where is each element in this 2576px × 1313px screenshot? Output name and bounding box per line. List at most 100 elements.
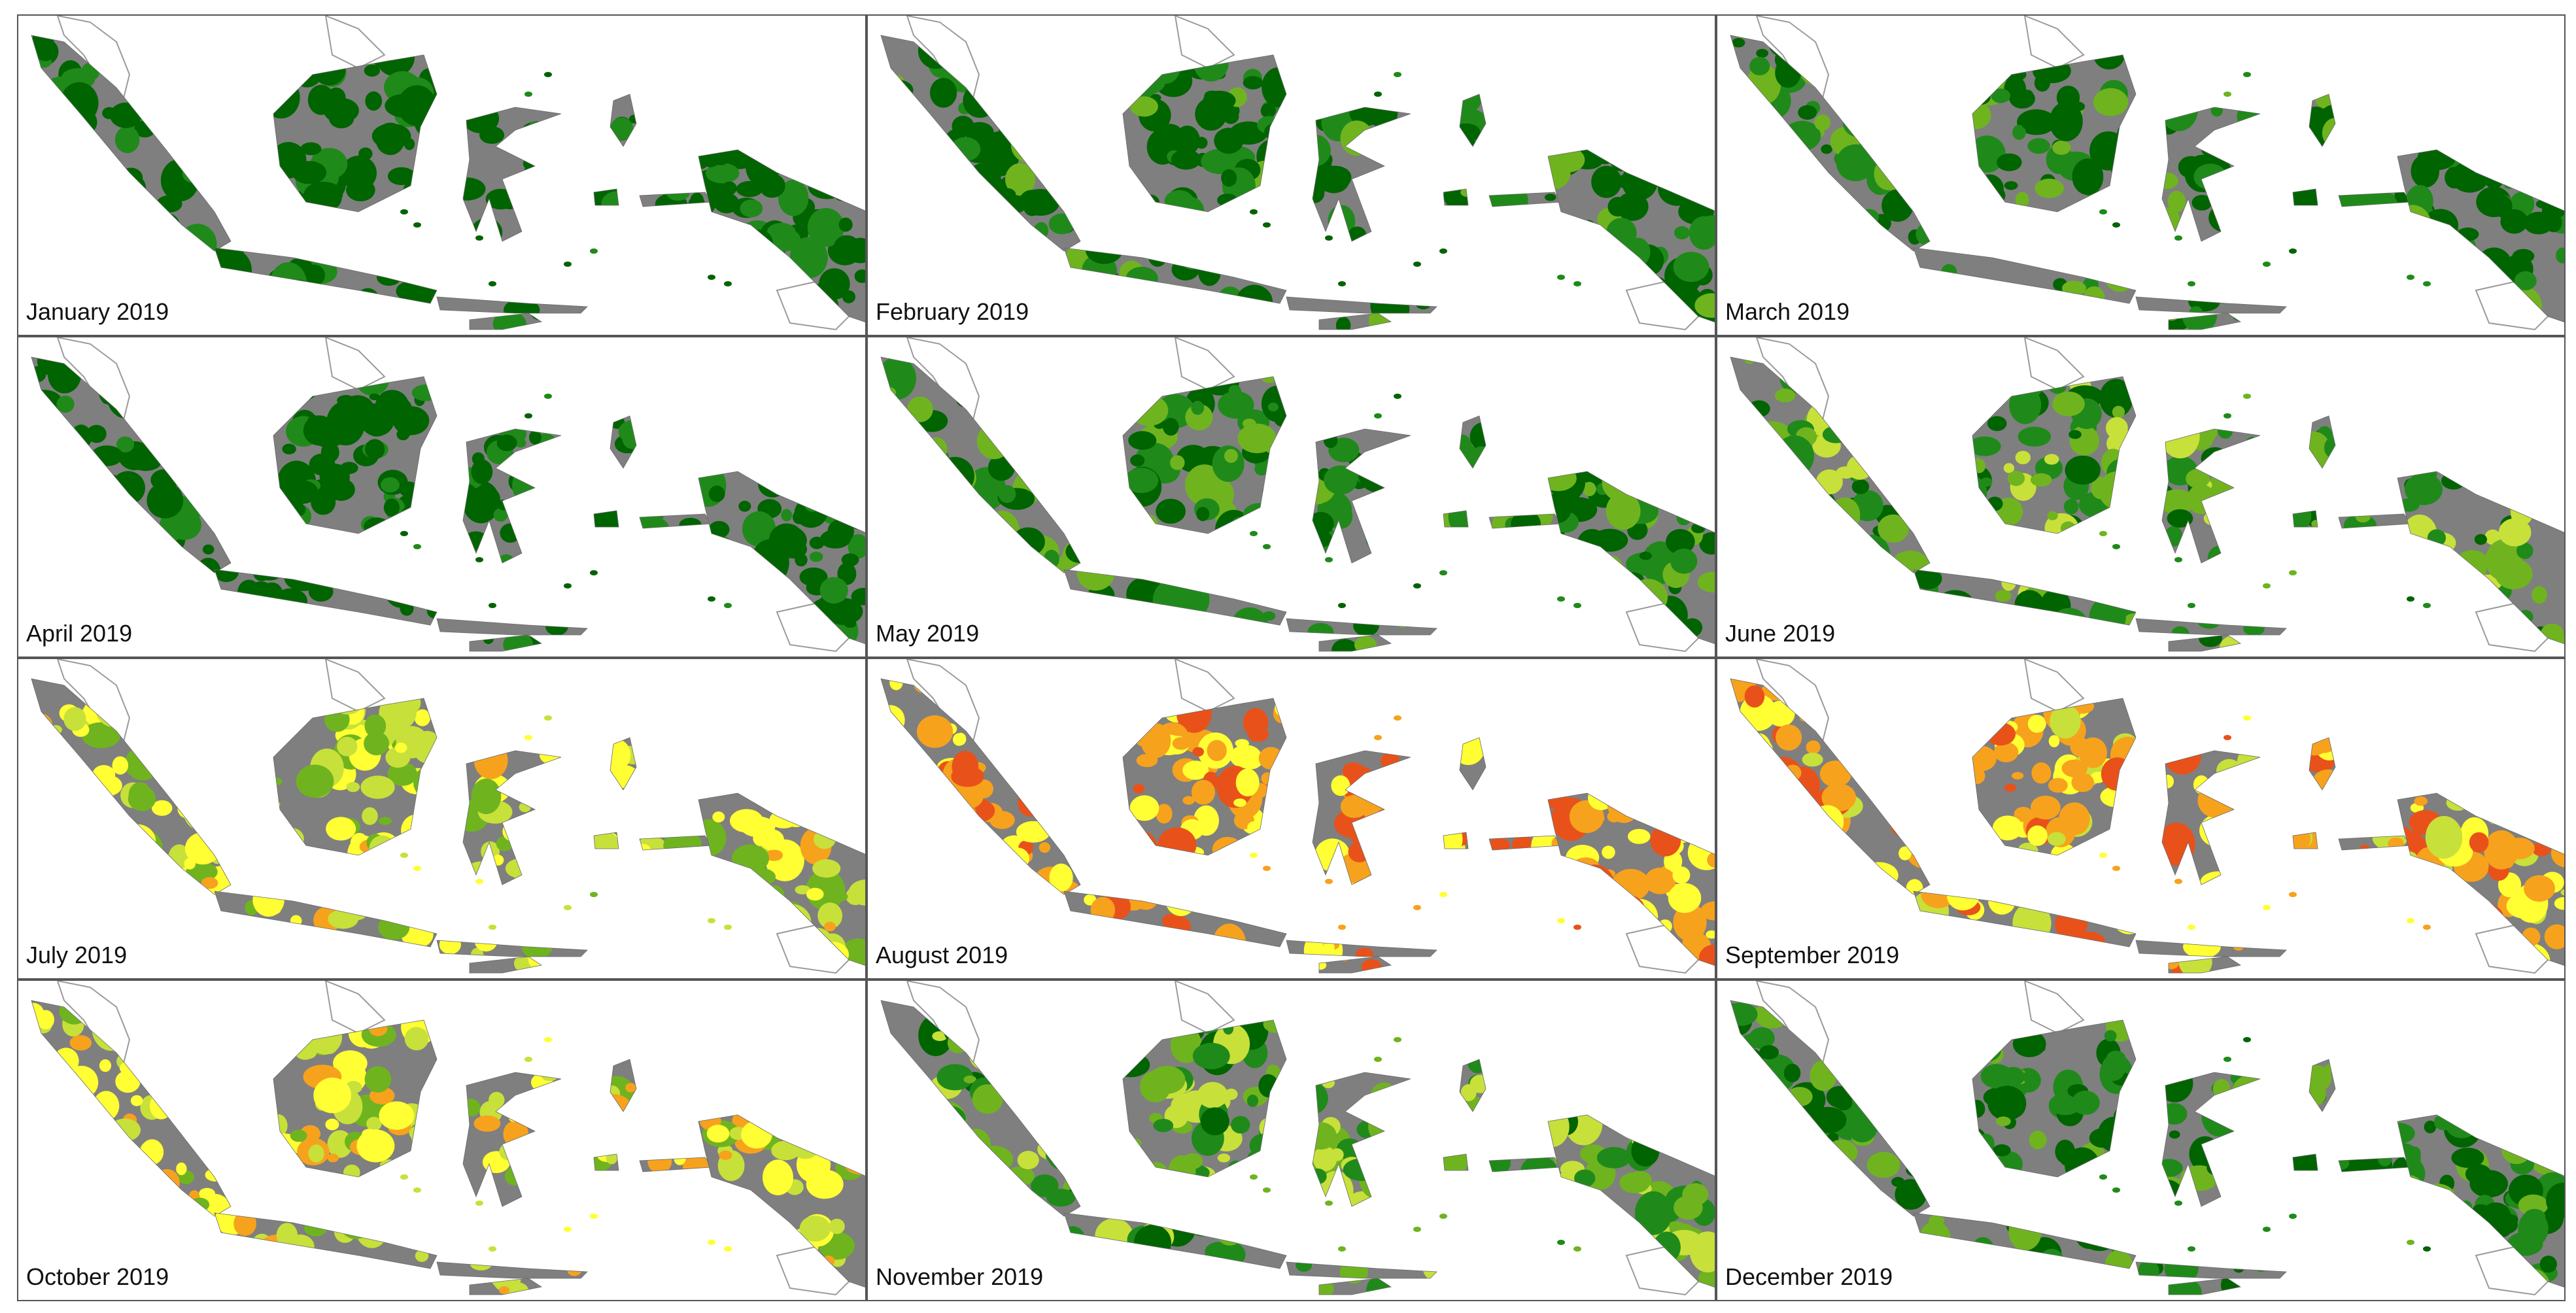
vegetation-patch	[2438, 1251, 2450, 1263]
vegetation-patch	[42, 239, 57, 251]
vegetation-patch	[1548, 221, 1566, 256]
island-coast	[469, 1278, 543, 1295]
vegetation-patch	[1196, 507, 1210, 521]
island-coast	[469, 313, 543, 330]
vegetation-patch	[2474, 793, 2503, 815]
vegetation-patch	[2069, 425, 2099, 456]
vegetation-patch	[2485, 539, 2522, 581]
vegetation-patch	[210, 95, 222, 106]
vegetation-patch	[1267, 830, 1279, 844]
vegetation-patch	[1854, 534, 1891, 573]
vegetation-patch	[2293, 832, 2310, 849]
vegetation-patch	[812, 859, 841, 878]
vegetation-patch	[36, 532, 50, 544]
vegetation-patch	[215, 72, 231, 90]
island-coast	[2292, 188, 2318, 206]
vegetation-patch	[116, 824, 156, 858]
vegetation-patch	[1573, 959, 1585, 966]
vegetation-patch	[548, 129, 561, 145]
vegetation-patch	[2440, 231, 2467, 264]
vegetation-patch	[2471, 1223, 2486, 1235]
vegetation-patch	[845, 1120, 865, 1156]
vegetation-patch	[946, 797, 967, 817]
island-coast	[2168, 634, 2242, 652]
vegetation-patch	[2106, 417, 2128, 439]
island-coast	[1547, 793, 1715, 966]
vegetation-patch	[185, 1059, 211, 1089]
vegetation-patch	[1233, 798, 1246, 807]
island-coast	[880, 35, 1081, 252]
islet	[1413, 262, 1421, 267]
vegetation-patch	[1313, 511, 1334, 536]
vegetation-patch	[124, 884, 141, 895]
island-coast	[214, 569, 438, 626]
vegetation-patch	[1764, 834, 1785, 852]
vegetation-patch	[2507, 1232, 2543, 1256]
island-coast	[2397, 471, 2564, 645]
islet	[1250, 209, 1258, 214]
island-coast	[698, 149, 865, 323]
vegetation-patch	[1062, 357, 1080, 368]
vegetation-patch	[1745, 421, 1763, 438]
vegetation-patch	[1375, 809, 1394, 826]
vegetation-patch	[1971, 1236, 1995, 1263]
vegetation-patch	[1125, 267, 1158, 290]
vegetation-patch	[1611, 868, 1651, 901]
vegetation-patch	[837, 562, 857, 585]
vegetation-patch	[1751, 836, 1785, 873]
vegetation-patch	[1238, 248, 1262, 266]
vegetation-patch	[174, 1206, 192, 1216]
vegetation-patch	[81, 722, 121, 749]
vegetation-patch	[102, 501, 116, 511]
vegetation-patch	[534, 783, 545, 796]
vegetation-patch	[273, 405, 282, 421]
vegetation-patch	[401, 814, 432, 847]
vegetation-patch	[2460, 1200, 2472, 1213]
vegetation-patch	[536, 853, 561, 880]
vegetation-patch	[2407, 553, 2418, 563]
vegetation-patch	[735, 1252, 771, 1274]
vegetation-patch	[103, 810, 115, 820]
vegetation-patch	[1044, 743, 1076, 769]
vegetation-patch	[1702, 1129, 1715, 1148]
island-coast	[1913, 569, 2137, 626]
vegetation-patch	[2193, 163, 2227, 190]
vegetation-patch	[1322, 1078, 1335, 1089]
vegetation-patch	[37, 415, 64, 435]
vegetation-patch	[745, 230, 774, 260]
vegetation-patch	[1904, 1020, 1921, 1040]
vegetation-patch	[355, 288, 381, 303]
vegetation-patch	[987, 1027, 1001, 1037]
vegetation-patch	[1616, 192, 1649, 221]
island-seram-patches	[1492, 514, 1553, 528]
vegetation-patch	[463, 483, 477, 502]
vegetation-patch	[708, 609, 725, 623]
vegetation-patch	[2118, 570, 2136, 587]
vegetation-patch	[1358, 457, 1398, 493]
vegetation-patch	[2423, 209, 2458, 242]
islet	[1325, 235, 1333, 241]
vegetation-patch	[1026, 456, 1057, 486]
vegetation-patch	[1898, 846, 1912, 861]
islet	[400, 209, 408, 214]
vegetation-patch	[197, 397, 223, 418]
vegetation-patch	[2532, 151, 2564, 174]
vegetation-patch	[93, 1091, 120, 1121]
vegetation-patch	[930, 544, 957, 560]
vegetation-patch	[1171, 258, 1200, 281]
vegetation-patch	[1063, 746, 1080, 772]
islet	[475, 557, 483, 562]
vegetation-patch	[941, 209, 963, 231]
vegetation-patch	[730, 630, 761, 645]
islet	[1250, 853, 1258, 858]
vegetation-patch	[1200, 891, 1236, 911]
island-coast	[2135, 296, 2287, 314]
vegetation-patch	[177, 798, 198, 819]
vegetation-patch	[763, 1159, 793, 1195]
vegetation-patch	[1191, 779, 1216, 805]
vegetation-patch	[1362, 177, 1392, 197]
vegetation-patch	[2112, 405, 2125, 418]
vegetation-patch	[55, 866, 79, 891]
vegetation-patch	[2524, 875, 2555, 902]
vegetation-patch	[1640, 480, 1657, 500]
